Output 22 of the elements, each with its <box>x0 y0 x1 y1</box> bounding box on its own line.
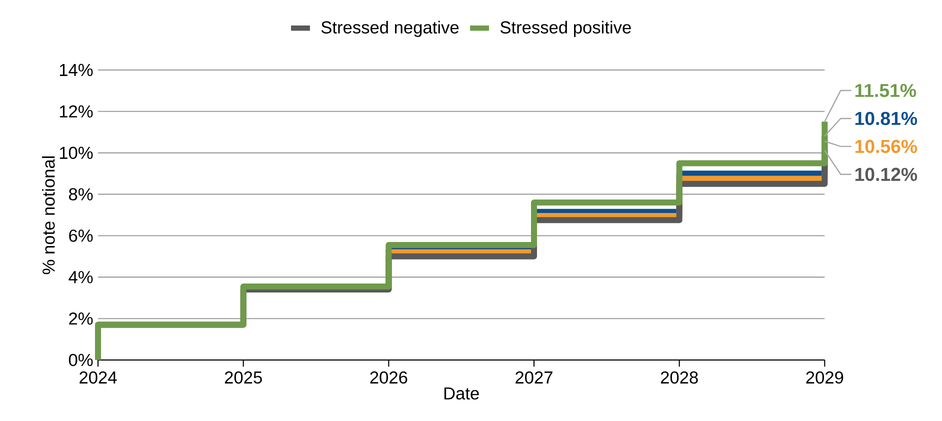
x-axis-title: Date <box>444 387 479 400</box>
y-tick-label: 10% <box>60 146 93 159</box>
y-tick-label: 6% <box>69 230 93 242</box>
x-tick-label: 2026 <box>370 371 408 384</box>
data-label: 10.56% <box>855 140 918 154</box>
x-tick-label: 2029 <box>806 371 844 384</box>
legend-label: Stressed positive <box>500 20 631 37</box>
y-tick-label: 8% <box>69 188 93 200</box>
y-tick-label: 14% <box>60 64 93 76</box>
y-axis-title: % note notional <box>42 156 55 274</box>
x-tick-label: 2028 <box>660 371 698 384</box>
data-label: 10.81% <box>855 112 918 126</box>
x-tick-label: 2024 <box>80 371 117 384</box>
y-tick-label: 4% <box>68 271 93 284</box>
y-tick-label: 2% <box>69 312 93 325</box>
x-tick-label: 2025 <box>224 371 262 384</box>
legend-label: Stressed negative <box>321 20 459 37</box>
y-tick-label: 0% <box>68 354 93 366</box>
data-label: 10.12% <box>855 168 918 182</box>
x-tick-label: 2027 <box>516 371 552 384</box>
y-tick-label: 12% <box>60 105 93 118</box>
data-label: 11.51% <box>855 84 916 98</box>
